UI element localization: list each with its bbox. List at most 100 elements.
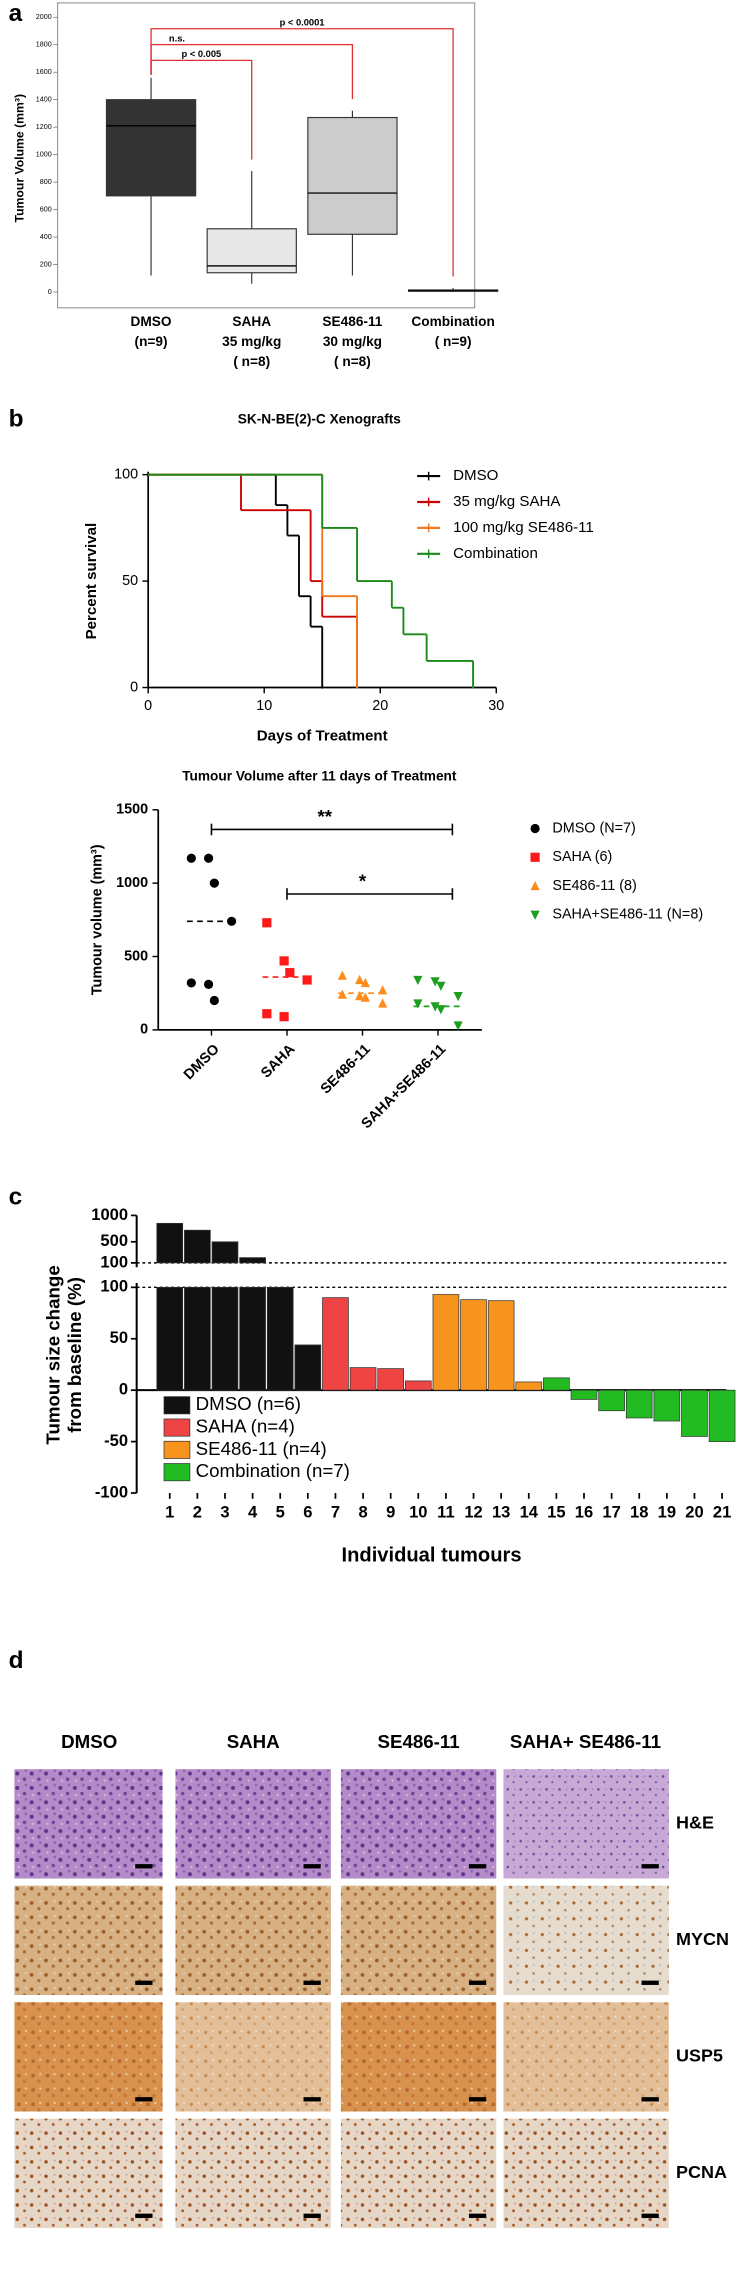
bar [570,1389,598,1400]
bar [543,1377,570,1391]
x-tick-label: 30 [488,698,504,714]
data-point [203,853,214,863]
bar [432,1294,460,1391]
x-tick-label: 16 [575,1503,593,1522]
bar [377,1368,404,1391]
x-tick-label: 3 [220,1503,229,1522]
y-tick-label: 1500 [116,802,148,818]
scale-bar [641,2097,659,2102]
y-tick-label: 1000 [116,875,148,891]
histology-image [14,1885,163,1996]
scale-bar [468,2213,487,2218]
data-point [360,977,370,988]
histology-image [340,2118,497,2229]
y-tick-label: 600 [40,204,52,213]
x-tick-label: DMSO [181,1041,223,1083]
data-point [186,853,196,863]
data-point [378,998,388,1008]
box [105,99,197,197]
y-axis-label: Tumour size change [43,1265,64,1444]
bar [211,1241,239,1264]
panel-label: b [9,405,24,432]
histology-image [14,2002,163,2112]
data-point [262,1009,272,1019]
x-tick-label: 4 [248,1503,258,1522]
y-tick-label: 200 [40,259,52,268]
panel-label: c [9,1184,23,1211]
histology-image [175,2002,331,2112]
x-tick-label: 6 [303,1503,312,1522]
data-point [453,1021,463,1031]
data-point [413,975,423,986]
histology-image [340,2002,497,2112]
x-tick-label: 10 [256,698,272,714]
bar [211,1286,239,1391]
legend-swatch [530,852,540,862]
data-point [302,975,312,985]
y-tick-label: 100 [100,1277,128,1296]
scale-bar [641,1980,659,1985]
histology-image [14,2118,163,2229]
column-label: SAHA [227,1731,280,1752]
y-tick-label: 100 [114,466,138,482]
bar [239,1286,266,1391]
bar [653,1389,681,1422]
y-tick-label: 1000 [91,1205,128,1224]
legend-label: 100 mg/kg SE486-11 [453,519,594,536]
data-point [279,1012,289,1022]
legend-swatch [163,1440,191,1459]
legend-swatch [163,1418,191,1437]
x-tick-label: 30 mg/kg [323,334,382,349]
x-tick-label: SE486-11 [318,1041,374,1097]
scale-bar [135,1864,153,1869]
histology-image [175,1769,331,1879]
bar [322,1297,349,1391]
scale-bar [135,2097,153,2102]
x-tick-label: 9 [386,1503,395,1522]
x-tick-label: 13 [492,1503,510,1522]
x-tick-label: 35 mg/kg [222,334,281,349]
data-point [430,977,440,987]
data-point [436,981,446,991]
scale-bar [303,1980,321,1985]
x-tick-label: (n=9) [135,334,168,349]
y-tick-label: 0 [130,679,138,695]
x-tick-label: DMSO [131,314,172,329]
bar [156,1222,184,1264]
legend-label: SAHA (6) [552,849,612,865]
panel-label: d [9,1647,24,1674]
x-tick-label: SAHA [232,314,271,329]
y-axis-label: Percent survival [83,523,100,640]
data-point [209,878,219,888]
x-tick-label: 1 [165,1503,174,1522]
y-tick-label: 0 [140,1022,148,1038]
survival-end [321,686,324,689]
x-tick-label: 12 [464,1503,482,1522]
scale-bar [303,1864,321,1869]
panel-label: a [9,0,23,27]
bar [184,1286,211,1391]
box [307,116,398,235]
legend-swatch [163,1463,191,1482]
survival-end [471,686,475,689]
row-label: USP5 [676,2046,723,2066]
x-tick-label: 0 [144,698,152,714]
y-tick-label: 50 [110,1328,128,1347]
data-point [360,992,370,1002]
bar [156,1286,184,1391]
legend-swatch [530,823,540,834]
y-tick-label: -100 [95,1482,128,1501]
x-tick-label: 11 [437,1503,454,1522]
histology-image [14,1769,163,1879]
histology-images [14,1769,669,2229]
column-label: DMSO [61,1731,117,1752]
y-tick-label: 2000 [36,12,52,21]
data-point [453,991,463,1002]
bar [239,1257,266,1264]
y-axis-label: from baseline (%) [64,1277,85,1433]
bar [404,1380,432,1391]
x-tick-label: 8 [358,1503,367,1522]
bar [460,1299,487,1391]
x-tick-label: 15 [547,1503,565,1522]
